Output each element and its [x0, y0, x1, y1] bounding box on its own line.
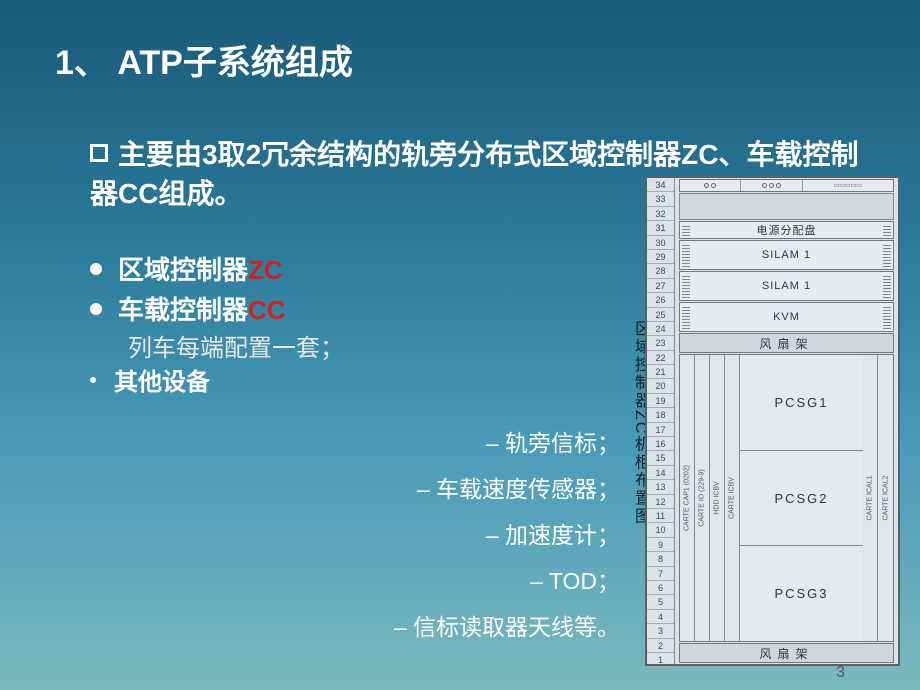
- pcsg-slot: PCSG2: [740, 451, 863, 547]
- rack-top-connectors: ▭▭▭▭▭: [679, 179, 894, 192]
- rack-silam2: SILAM 1: [679, 271, 894, 301]
- ruler-mark: 8: [647, 552, 674, 566]
- ruler-mark: 25: [647, 308, 674, 322]
- ruler-mark: 22: [647, 351, 674, 365]
- ruler-mark: 6: [647, 581, 674, 595]
- cc-sub: 列车每端配置一套；: [128, 328, 344, 363]
- ruler-mark: 5: [647, 595, 674, 609]
- vslot-label: CARTE CAP1 (0202): [684, 465, 691, 531]
- cc-red: CC: [248, 295, 286, 325]
- ruler-mark: 24: [647, 322, 674, 336]
- ruler-mark: 11: [647, 509, 674, 523]
- vslot-label: CARTE ICBV: [729, 477, 736, 519]
- ruler-mark: 21: [647, 365, 674, 379]
- ruler-mark: 12: [647, 495, 674, 509]
- bullet-cc: 车载控制器CC: [90, 290, 286, 327]
- ruler-mark: 7: [647, 567, 674, 581]
- ruler-mark: 18: [647, 408, 674, 422]
- silam-label: SILAM 1: [762, 249, 811, 261]
- rack-kvm: KVM: [679, 302, 894, 332]
- ruler-mark: 28: [647, 264, 674, 278]
- rack-fan-top: 风扇架: [679, 333, 894, 353]
- zc-rack-diagram: 3433323130292827262524232221201918171615…: [645, 176, 900, 666]
- ruler-mark: 19: [647, 394, 674, 408]
- rack-psu: 电源分配盘: [679, 221, 894, 239]
- bullet-zc: 区域控制器ZC: [90, 250, 283, 287]
- square-bullet-icon: [90, 144, 108, 162]
- zc-label: 区域控制器: [118, 255, 248, 285]
- ruler-mark: 15: [647, 451, 674, 465]
- vslot-label: CARTE ICAL2: [882, 476, 889, 521]
- ruler-mark: 10: [647, 523, 674, 537]
- bullet-other: 其他设备: [90, 362, 210, 397]
- sub-item: 轨旁信标；: [260, 420, 620, 466]
- ruler-mark: 14: [647, 466, 674, 480]
- dot-icon: [90, 263, 102, 275]
- rack-lower-cage: CARTE CAP1 (0202) CARTE IO (229-9) HDD I…: [679, 354, 894, 642]
- rack-slots: ▭▭▭▭▭ 电源分配盘 SILAM 1 SILAM 1 KVM 风扇架 CART…: [675, 178, 898, 664]
- ruler-mark: 29: [647, 250, 674, 264]
- pcsg-slot: PCSG3: [740, 546, 863, 641]
- ruler-mark: 32: [647, 207, 674, 221]
- cc-label: 车载控制器: [118, 295, 248, 325]
- rack-fan-bottom: 风扇架: [679, 643, 894, 663]
- ruler-mark: 4: [647, 610, 674, 624]
- vslot-label: CARTE IO (229-9): [699, 469, 706, 526]
- psu-label: 电源分配盘: [757, 222, 817, 238]
- ruler-mark: 16: [647, 437, 674, 451]
- ruler-mark: 3: [647, 624, 674, 638]
- other-label: 其他设备: [114, 369, 210, 396]
- ruler-mark: 17: [647, 423, 674, 437]
- ruler-mark: 2: [647, 639, 674, 653]
- sub-item: 加速度计；: [260, 512, 620, 558]
- sub-item: 信标读取器天线等。: [260, 604, 620, 650]
- slide-title: 1、 ATP子系统组成: [55, 35, 353, 84]
- ruler-mark: 9: [647, 538, 674, 552]
- ruler-mark: 31: [647, 221, 674, 235]
- fan-label: 风扇架: [759, 335, 813, 352]
- ruler-mark: 30: [647, 236, 674, 250]
- ruler-mark: 33: [647, 192, 674, 206]
- ruler-mark: 34: [647, 178, 674, 192]
- ruler-mark: 13: [647, 480, 674, 494]
- rack-blank: [679, 193, 894, 220]
- vslot-label: HDD ICBV: [714, 481, 721, 514]
- rack-silam1: SILAM 1: [679, 240, 894, 270]
- ruler-mark: 23: [647, 336, 674, 350]
- zc-red: ZC: [248, 255, 283, 285]
- kvm-label: KVM: [773, 311, 800, 323]
- vslot-label: CARTE ICAL1: [867, 476, 874, 521]
- fan-label: 风扇架: [759, 645, 813, 662]
- dot-icon: [90, 303, 102, 315]
- ruler-mark: 20: [647, 379, 674, 393]
- pcsg-slot: PCSG1: [740, 355, 863, 451]
- pcsg-column: PCSG1 PCSG2 PCSG3: [740, 355, 863, 641]
- sub-item: 车载速度传感器；: [260, 466, 620, 512]
- ruler-mark: 1: [647, 653, 674, 667]
- page-number: 3: [836, 664, 845, 682]
- ruler-mark: 27: [647, 279, 674, 293]
- rack-ruler: 3433323130292827262524232221201918171615…: [647, 178, 675, 664]
- sub-equipment-list: 轨旁信标； 车载速度传感器； 加速度计； TOD； 信标读取器天线等。: [260, 420, 620, 650]
- small-dot-icon: [90, 377, 96, 383]
- sub-item: TOD；: [260, 558, 620, 604]
- silam-label: SILAM 1: [762, 280, 811, 292]
- ruler-mark: 26: [647, 293, 674, 307]
